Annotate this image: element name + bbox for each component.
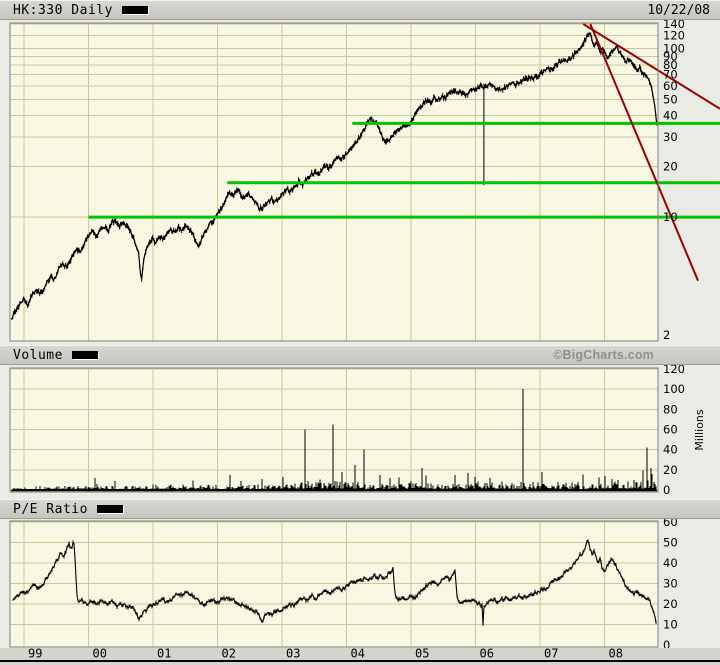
svg-text:50: 50 [663,536,678,550]
year-tick-label: 08 [609,647,623,661]
year-tick-label: 01 [157,647,171,661]
volume-axis-unit-label: Millions [693,409,706,450]
svg-text:100: 100 [663,42,685,56]
svg-text:80: 80 [663,402,678,416]
year-tick-label: 00 [93,647,107,661]
svg-text:0: 0 [663,483,670,497]
svg-text:30: 30 [663,130,678,144]
collapse-dash-icon [71,351,98,359]
svg-text:40: 40 [663,109,678,123]
svg-text:70: 70 [663,68,678,82]
volume-titlebar: Volume ©BigCharts.com [0,345,720,365]
svg-text:10: 10 [663,210,678,224]
svg-text:140: 140 [663,17,685,31]
year-tick-label: 07 [544,647,558,661]
svg-text:80: 80 [663,58,678,72]
volume-plot: 120 100 80 60 40 20 0 Millions [9,362,706,497]
chart-date: 10/22/08 [647,3,710,18]
year-tick-label: 03 [286,647,300,661]
pe-titlebar: P/E Ratio [0,499,720,519]
year-tick-label: 05 [415,647,429,661]
svg-text:100: 100 [663,382,685,396]
volume-title: Volume [13,347,63,363]
symbol-title: HK:330 Daily [13,2,113,18]
svg-text:120: 120 [663,28,685,42]
svg-text:20: 20 [663,597,678,611]
x-axis: 99 00 01 02 03 04 05 06 07 08 [0,647,720,665]
svg-text:30: 30 [663,577,678,591]
svg-text:90: 90 [663,49,678,63]
svg-text:20: 20 [663,463,678,477]
svg-text:50: 50 [663,92,678,106]
collapse-dash-icon [121,6,148,14]
svg-text:40: 40 [663,556,678,570]
price-titlebar: HK:330 Daily 10/22/08 [0,0,720,20]
svg-text:10: 10 [663,618,678,632]
bigcharts-watermark: ©BigCharts.com [553,348,654,362]
svg-text:2: 2 [663,328,670,342]
year-tick-label: 06 [480,647,494,661]
year-tick-label: 04 [351,647,365,661]
svg-text:60: 60 [663,79,678,93]
year-tick-label: 02 [222,647,236,661]
collapse-dash-icon [96,505,123,513]
svg-text:40: 40 [663,443,678,457]
svg-text:0: 0 [663,638,670,652]
svg-text:20: 20 [663,159,678,173]
pe-title: P/E Ratio [13,501,88,517]
svg-text:120: 120 [663,362,685,376]
year-tick-label: 99 [28,647,42,661]
svg-text:60: 60 [663,423,678,437]
